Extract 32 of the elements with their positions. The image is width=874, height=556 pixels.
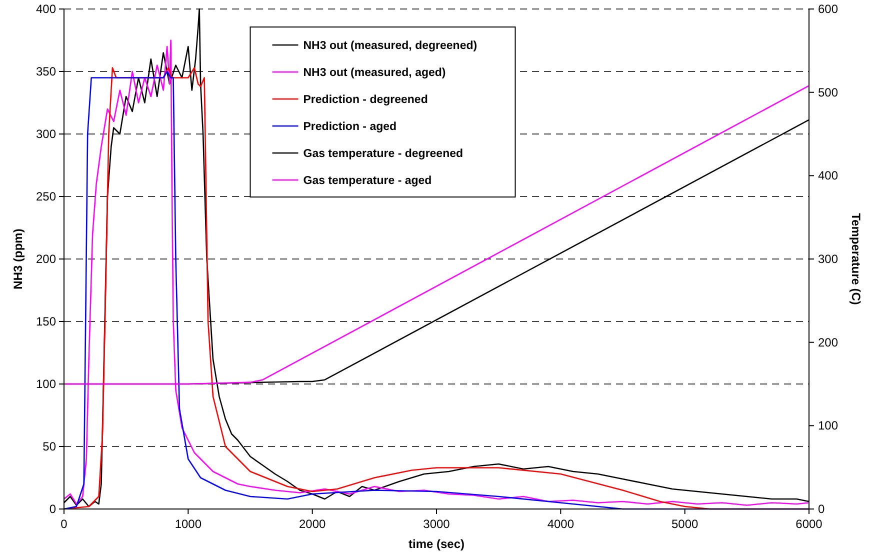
y2-tick-label: 300 bbox=[818, 252, 838, 266]
y2-axis-title: Temperature (C) bbox=[849, 213, 863, 305]
y-axis-title: NH3 (ppm) bbox=[11, 228, 25, 290]
x-tick-label: 3000 bbox=[423, 517, 450, 531]
x-tick-label: 0 bbox=[60, 517, 68, 531]
x-tick-label: 1000 bbox=[174, 517, 202, 531]
legend-label: NH3 out (measured, degreened) bbox=[303, 40, 478, 52]
legend-label: Gas temperature - aged bbox=[303, 175, 432, 187]
y2-tick-label: 600 bbox=[818, 2, 838, 16]
y2-tick-label: 400 bbox=[818, 168, 838, 183]
x-tick-label: 6000 bbox=[796, 517, 823, 531]
x-tick-label: 2000 bbox=[298, 517, 326, 531]
y-tick-label: 100 bbox=[36, 377, 56, 391]
y-tick-label: 50 bbox=[42, 440, 56, 454]
y-tick-label: 350 bbox=[36, 64, 56, 78]
y-tick-label: 0 bbox=[49, 502, 56, 516]
y-tick-label: 150 bbox=[36, 314, 56, 328]
y-tick-label: 200 bbox=[36, 252, 56, 266]
legend-label: NH3 out (measured, aged) bbox=[303, 67, 446, 79]
y2-tick-label: 0 bbox=[818, 502, 825, 516]
y-tick-label: 300 bbox=[36, 127, 56, 141]
y-tick-label: 400 bbox=[36, 2, 56, 16]
x-tick-label: 5000 bbox=[671, 517, 699, 531]
legend-label: Prediction - degreened bbox=[303, 94, 428, 106]
y-tick-label: 250 bbox=[36, 190, 56, 204]
x-tick-label: 4000 bbox=[547, 517, 574, 531]
y2-tick-label: 100 bbox=[818, 418, 838, 433]
y2-tick-label: 500 bbox=[818, 85, 838, 100]
legend-label: Prediction - aged bbox=[303, 121, 397, 133]
y2-tick-label: 200 bbox=[818, 335, 838, 350]
legend-label: Gas temperature - degreened bbox=[303, 148, 464, 160]
x-axis-title: time (sec) bbox=[408, 537, 465, 551]
